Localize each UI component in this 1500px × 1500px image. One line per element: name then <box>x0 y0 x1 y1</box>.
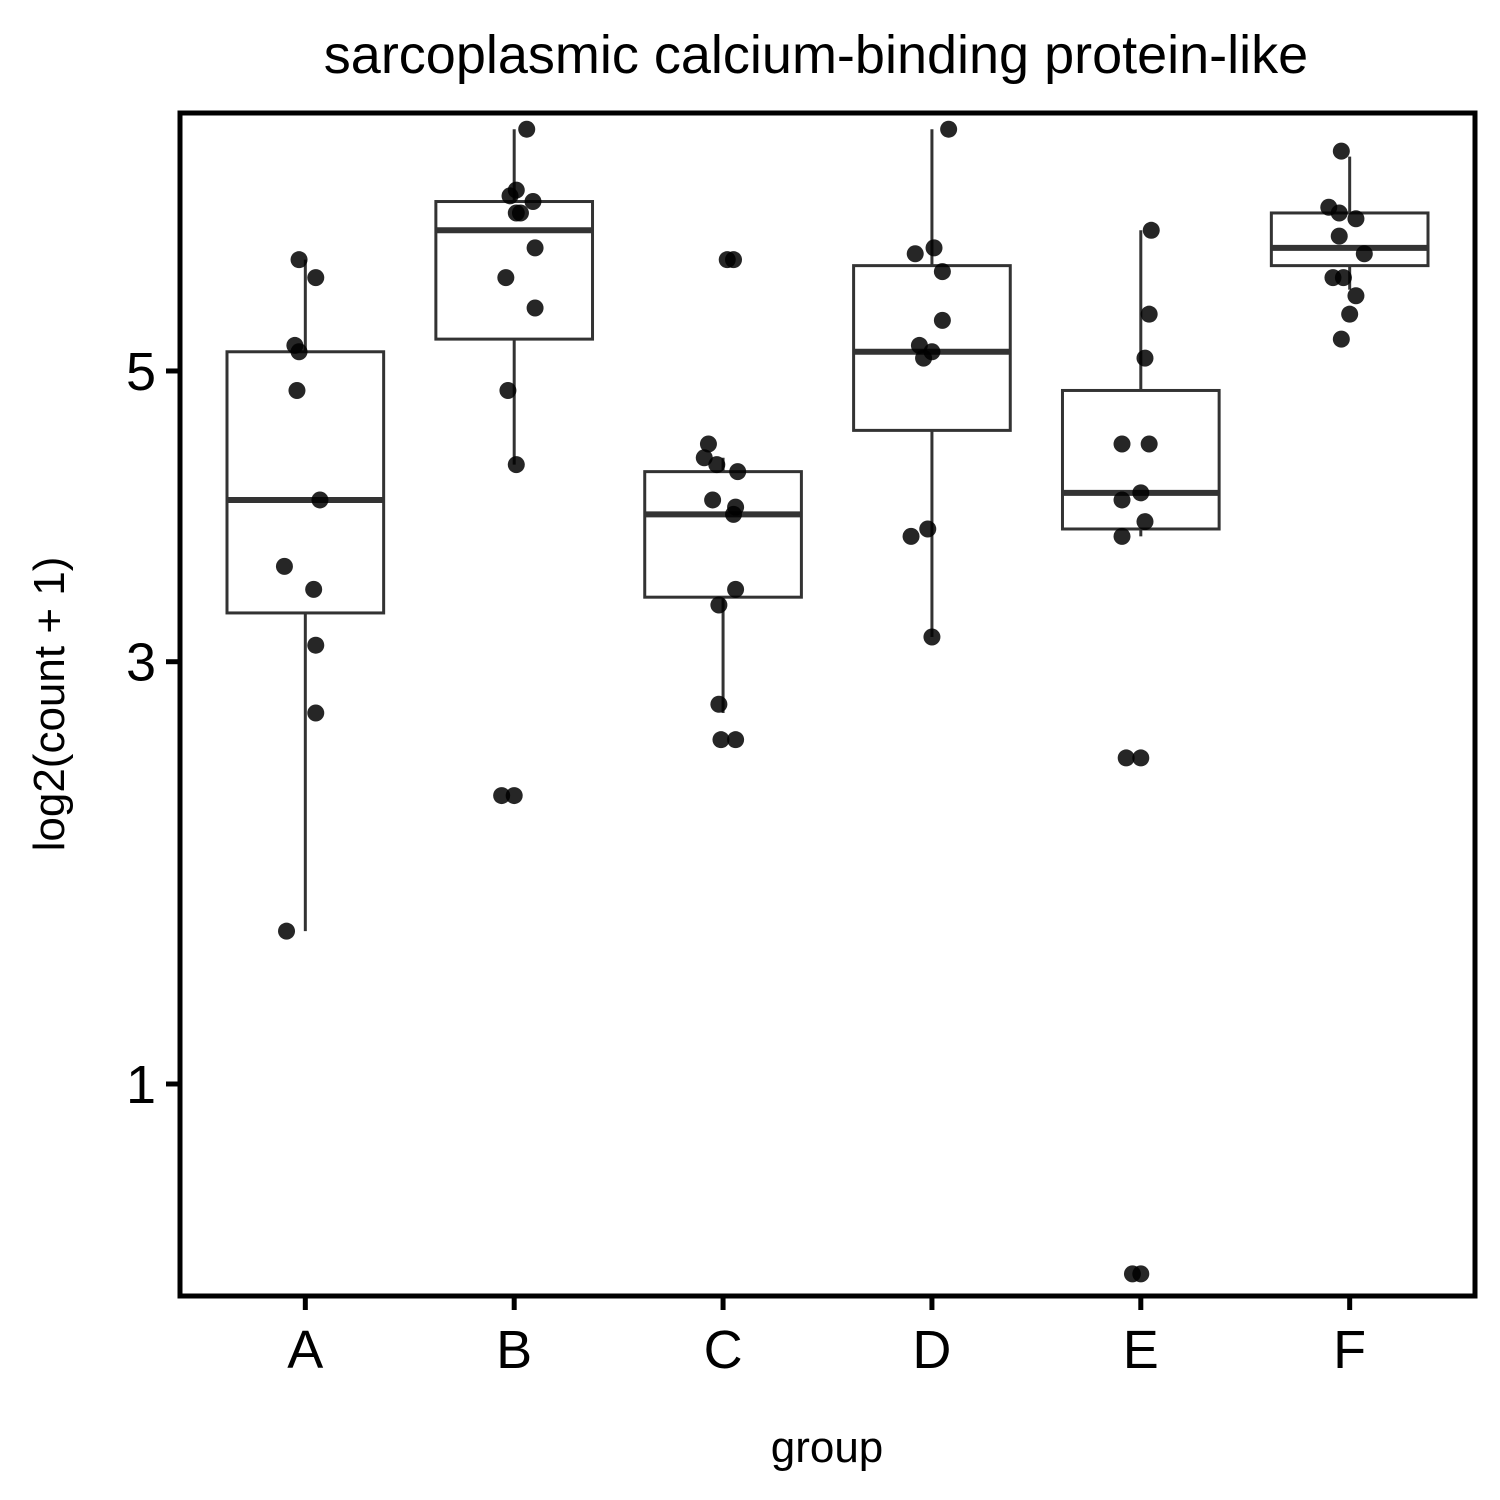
y-axis-title: log2(count + 1) <box>25 557 74 852</box>
x-axis: A B C D E F <box>287 1296 1366 1380</box>
data-point-C <box>699 435 717 453</box>
data-point-F <box>1347 287 1365 305</box>
data-point-A <box>307 636 325 654</box>
data-point-B <box>507 456 525 474</box>
data-point-B <box>497 269 515 287</box>
data-point-E <box>1142 221 1160 239</box>
data-point-C <box>710 695 728 713</box>
data-point-E <box>1140 435 1158 453</box>
y-tick-label: 5 <box>126 342 156 402</box>
data-point-C <box>710 596 728 614</box>
box-A <box>225 259 386 932</box>
data-point-D <box>906 245 924 263</box>
chart-title: sarcoplasmic calcium-binding protein-lik… <box>324 25 1308 85</box>
data-point-E <box>1132 484 1150 502</box>
x-tick-label: C <box>704 1320 743 1380</box>
data-point-D <box>940 120 958 138</box>
data-point-B <box>493 787 511 805</box>
box-C <box>643 457 803 713</box>
data-point-D <box>923 628 941 646</box>
data-point-F <box>1355 245 1373 263</box>
data-point-E <box>1113 527 1131 545</box>
y-tick-label: 1 <box>126 1055 156 1115</box>
data-point-E <box>1117 749 1135 767</box>
data-point-D <box>925 239 943 257</box>
y-tick-label: 3 <box>126 633 156 693</box>
data-point-D <box>902 527 920 545</box>
data-point-E <box>1113 435 1131 453</box>
data-point-F <box>1332 330 1350 348</box>
data-point-C <box>695 449 713 467</box>
data-point-D <box>915 349 933 367</box>
data-point-B <box>511 204 529 222</box>
y-axis: 1 3 5 <box>126 342 180 1115</box>
data-point-C <box>712 731 730 749</box>
data-point-C <box>725 251 743 269</box>
box-iqr-C <box>643 470 803 599</box>
data-point-C <box>727 580 745 598</box>
data-point-D <box>933 311 951 329</box>
data-point-B <box>501 187 519 205</box>
data-point-A <box>307 269 325 287</box>
data-point-F <box>1334 269 1352 287</box>
data-point-C <box>704 491 722 509</box>
data-point-D <box>919 520 937 538</box>
data-point-F <box>1347 210 1365 228</box>
data-point-A <box>290 343 308 361</box>
x-tick-label: F <box>1333 1320 1366 1380</box>
data-point-E <box>1136 349 1154 367</box>
data-point-B <box>499 381 517 399</box>
data-point-A <box>305 580 323 598</box>
data-point-A <box>290 251 308 269</box>
data-point-A <box>275 557 293 575</box>
data-point-C <box>729 463 747 481</box>
box-iqr-A <box>225 350 386 615</box>
data-point-E <box>1140 305 1158 323</box>
x-tick-label: B <box>496 1320 532 1380</box>
data-point-A <box>311 491 329 509</box>
data-point-C <box>725 505 743 523</box>
data-point-F <box>1330 227 1348 245</box>
data-point-A <box>288 381 306 399</box>
x-tick-label: E <box>1123 1320 1159 1380</box>
box-iqr-E <box>1060 388 1221 531</box>
data-point-A <box>278 922 296 940</box>
points-layer <box>275 120 1373 1283</box>
plot-panel-border <box>177 110 1478 1299</box>
box-B <box>434 129 595 465</box>
data-point-E <box>1132 1265 1150 1283</box>
box-E <box>1060 230 1221 537</box>
data-point-E <box>1132 749 1150 767</box>
x-tick-label: A <box>287 1320 323 1380</box>
data-point-B <box>518 120 536 138</box>
x-tick-label: D <box>912 1320 951 1380</box>
data-point-E <box>1136 513 1154 531</box>
data-point-B <box>526 239 544 257</box>
data-point-B <box>524 193 542 211</box>
data-point-F <box>1332 142 1350 160</box>
box-D <box>852 129 1012 638</box>
data-point-F <box>1341 305 1359 323</box>
x-axis-title: group <box>771 1423 884 1472</box>
data-point-F <box>1330 204 1348 222</box>
data-point-E <box>1113 491 1131 509</box>
data-point-C <box>727 731 745 749</box>
data-point-B <box>526 299 544 317</box>
data-point-A <box>307 704 325 722</box>
boxes-layer <box>225 129 1430 932</box>
data-point-B <box>505 787 523 805</box>
data-point-C <box>708 456 726 474</box>
box-iqr-B <box>434 200 595 341</box>
data-point-D <box>933 263 951 281</box>
